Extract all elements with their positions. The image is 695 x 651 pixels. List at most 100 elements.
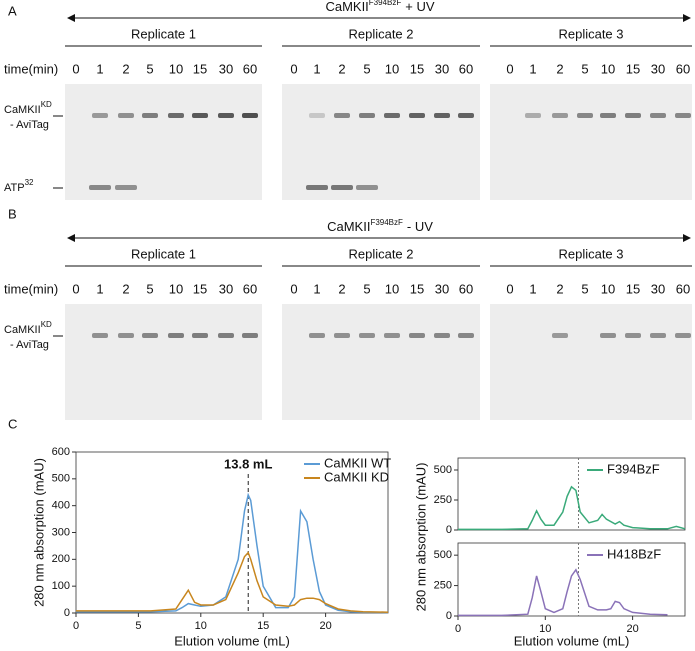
gel-band bbox=[577, 113, 593, 118]
time-label: 15 bbox=[626, 61, 640, 76]
time-label: 1 bbox=[313, 61, 320, 76]
time-label: 2 bbox=[338, 61, 345, 76]
gel-band bbox=[600, 333, 616, 338]
y-tick-label: 0 bbox=[446, 610, 452, 622]
line-series bbox=[76, 551, 389, 613]
x-tick-label: 10 bbox=[195, 620, 207, 632]
gel-band bbox=[650, 113, 666, 118]
gel-band bbox=[552, 113, 568, 118]
time-label: 1 bbox=[529, 61, 536, 76]
text-part: CaMKII bbox=[325, 0, 368, 14]
gel-band bbox=[356, 185, 378, 190]
text-part: CaMKII bbox=[4, 324, 41, 336]
gel-band bbox=[625, 113, 641, 118]
gel-band bbox=[625, 333, 641, 338]
gel-band bbox=[434, 333, 450, 338]
y-axis-label: 280 nm absorption (mAU) bbox=[413, 463, 428, 612]
y-tick-label: 200 bbox=[52, 553, 70, 565]
time-label: 0 bbox=[506, 61, 513, 76]
time-label: 5 bbox=[363, 61, 370, 76]
gel-band bbox=[409, 113, 425, 118]
time-label: 60 bbox=[459, 61, 473, 76]
panel-label: A bbox=[8, 3, 17, 18]
y-tick-label: 500 bbox=[434, 464, 452, 476]
y-tick-label: 500 bbox=[434, 549, 452, 561]
gel-band bbox=[525, 113, 541, 118]
time-label: 60 bbox=[243, 61, 257, 76]
time-label: 30 bbox=[651, 281, 665, 296]
gel bbox=[65, 84, 262, 200]
time-label: 5 bbox=[581, 61, 588, 76]
time-label: 0 bbox=[72, 61, 79, 76]
x-tick-label: 20 bbox=[626, 623, 638, 635]
legend-label: CaMKII KD bbox=[324, 469, 389, 484]
gel-band bbox=[168, 333, 184, 338]
time-label: 5 bbox=[146, 281, 153, 296]
time-label: 5 bbox=[146, 61, 153, 76]
time-label: 15 bbox=[193, 61, 207, 76]
band-label: CaMKIIKD bbox=[4, 100, 52, 116]
text-part: CaMKII bbox=[327, 219, 370, 234]
line-series bbox=[458, 485, 686, 531]
time-label: 15 bbox=[193, 281, 207, 296]
time-label: 2 bbox=[122, 281, 129, 296]
line-series bbox=[76, 492, 389, 614]
time-label: 30 bbox=[435, 61, 449, 76]
gel-band bbox=[331, 185, 353, 190]
time-label: 1 bbox=[96, 61, 103, 76]
time-label: 2 bbox=[556, 61, 563, 76]
time-label: 30 bbox=[435, 281, 449, 296]
time-label: 15 bbox=[410, 281, 424, 296]
y-tick-label: 400 bbox=[52, 500, 70, 512]
time-label: 2 bbox=[122, 61, 129, 76]
band-label: CaMKIIKD bbox=[4, 320, 52, 336]
band-label: ATP32 bbox=[4, 178, 34, 194]
y-axis-label: 280 nm absorption (mAU) bbox=[31, 458, 46, 607]
plot-frame bbox=[457, 542, 686, 617]
gel-band bbox=[218, 113, 234, 118]
gel-band bbox=[384, 333, 400, 338]
time-label: 1 bbox=[529, 281, 536, 296]
annotation: 13.8 mL bbox=[224, 456, 272, 471]
gel-band bbox=[675, 333, 691, 338]
gel-band bbox=[242, 113, 258, 118]
gel-band bbox=[434, 113, 450, 118]
time-label: 1 bbox=[313, 281, 320, 296]
gel bbox=[282, 304, 480, 420]
gel-band bbox=[309, 113, 325, 118]
gel bbox=[490, 304, 692, 420]
x-tick-label: 0 bbox=[455, 623, 461, 635]
gel-band bbox=[115, 185, 137, 190]
panel-title: CaMKIIF394BzF + UV bbox=[325, 0, 434, 14]
y-tick-label: 250 bbox=[434, 579, 452, 591]
legend-label: F394BzF bbox=[607, 461, 660, 476]
time-label: 0 bbox=[506, 281, 513, 296]
time-label: 60 bbox=[676, 281, 690, 296]
time-label: 60 bbox=[676, 61, 690, 76]
gel-band bbox=[168, 113, 184, 118]
replicate-label: Replicate 3 bbox=[558, 246, 623, 261]
superscript: F394BzF bbox=[369, 0, 402, 7]
time-header: time(min) bbox=[4, 281, 58, 296]
gel-band bbox=[118, 333, 134, 338]
replicate-label: Replicate 1 bbox=[131, 246, 196, 261]
gel-band bbox=[309, 333, 325, 338]
gel-band bbox=[334, 113, 350, 118]
time-label: 0 bbox=[290, 61, 297, 76]
time-label: 15 bbox=[626, 281, 640, 296]
time-label: 30 bbox=[219, 281, 233, 296]
gel-band bbox=[92, 333, 108, 338]
y-tick-label: 100 bbox=[52, 580, 70, 592]
gel-band bbox=[552, 333, 568, 338]
time-label: 30 bbox=[651, 61, 665, 76]
time-label: 10 bbox=[385, 61, 399, 76]
superscript: KD bbox=[41, 100, 52, 109]
time-label: 10 bbox=[601, 61, 615, 76]
gel-band bbox=[334, 333, 350, 338]
time-label: 1 bbox=[96, 281, 103, 296]
gel-band bbox=[242, 333, 258, 338]
time-label: 60 bbox=[459, 281, 473, 296]
time-label: 5 bbox=[581, 281, 588, 296]
text-part: - UV bbox=[407, 219, 433, 234]
x-tick-label: 0 bbox=[73, 620, 79, 632]
